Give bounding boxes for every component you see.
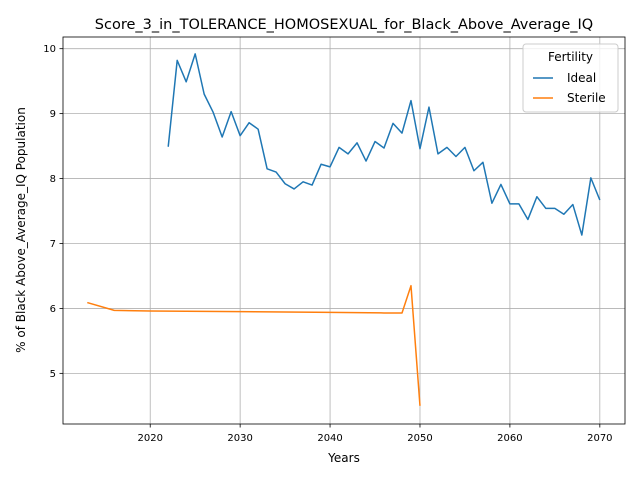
x-tick-label: 2040 [317,433,342,444]
series-lines [87,53,601,406]
y-axis-label: % of Black Above_Average_IQ Population [14,107,28,353]
x-tick-label: 2030 [227,433,252,444]
y-tick-label: 5 [50,369,56,380]
plot-area-frame [62,36,626,425]
y-tick-label: 10 [43,44,56,55]
x-tick-label: 2020 [137,433,162,444]
grid [63,37,625,424]
series-line-sterile [87,284,421,406]
legend-frame [522,43,619,113]
axis-ticks: 2020 2030 2040 2050 2060 2070 5 6 7 8 9 10 [43,44,612,444]
legend-label-sterile: Sterile [567,91,606,105]
x-tick-label: 2070 [587,433,612,444]
y-tick-label: 9 [50,109,56,120]
legend-title: Fertility [548,50,593,64]
chart-title: Score_3_in_TOLERANCE_HOMOSEXUAL_for_Blac… [95,17,593,33]
x-tick-label: 2050 [407,433,432,444]
y-tick-label: 7 [50,239,56,250]
y-tick-label: 8 [50,174,56,185]
x-tick-label: 2060 [497,433,522,444]
legend: Fertility Ideal Sterile [522,43,619,113]
series-line-ideal [167,53,601,236]
y-tick-label: 6 [50,304,56,315]
legend-label-ideal: Ideal [567,71,596,85]
x-axis-label: Years [327,451,360,465]
